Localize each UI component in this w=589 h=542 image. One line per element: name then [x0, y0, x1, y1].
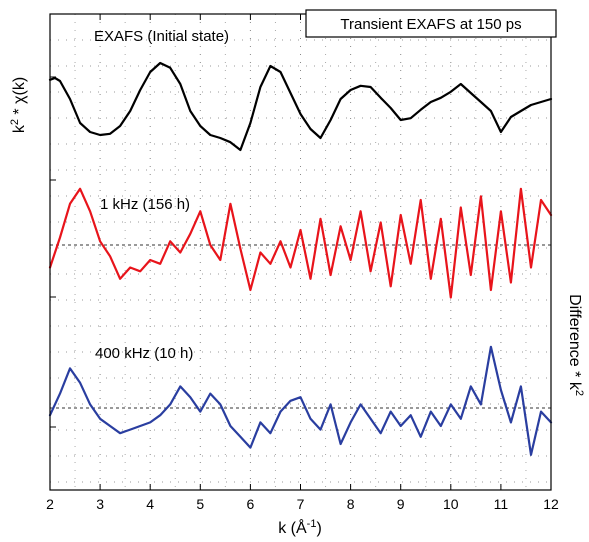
x-tick-label: 8: [347, 496, 355, 512]
series-line-1: [48, 187, 553, 299]
x-tick-label: 12: [543, 496, 559, 512]
x-tick-label: 5: [196, 496, 204, 512]
title-box: [305, 9, 557, 38]
x-tick-label: 6: [247, 496, 255, 512]
y-axis-title-left: k2 * χ(k): [9, 77, 28, 133]
x-tick-label: 2: [46, 496, 54, 512]
x-tick-label: 9: [397, 496, 405, 512]
x-tick-label: 11: [494, 496, 509, 512]
x-axis-title: k (Å-1): [278, 518, 322, 537]
title-box-text: Transient EXAFS at 150 ps: [340, 16, 521, 33]
series-line-2: [48, 345, 553, 456]
series-label-1khz: 1 kHz (156 h): [100, 196, 190, 213]
y-axis-title-right: Difference * k2: [566, 294, 585, 396]
traces: [48, 61, 553, 456]
dotted-grid: [49, 14, 552, 490]
series-label-exafs: EXAFS (Initial state): [94, 28, 229, 45]
axis-ticks: 2 3 4 5 6 7 8 9 10 11 12: [46, 14, 559, 512]
series-label-400khz: 400 kHz (10 h): [95, 345, 193, 362]
plot-frame: [49, 13, 552, 491]
x-tick-label: 7: [297, 496, 305, 512]
series-line-0: [48, 61, 553, 152]
x-tick-label: 4: [146, 496, 154, 512]
x-tick-label: 10: [443, 496, 459, 512]
x-tick-label: 3: [96, 496, 104, 512]
